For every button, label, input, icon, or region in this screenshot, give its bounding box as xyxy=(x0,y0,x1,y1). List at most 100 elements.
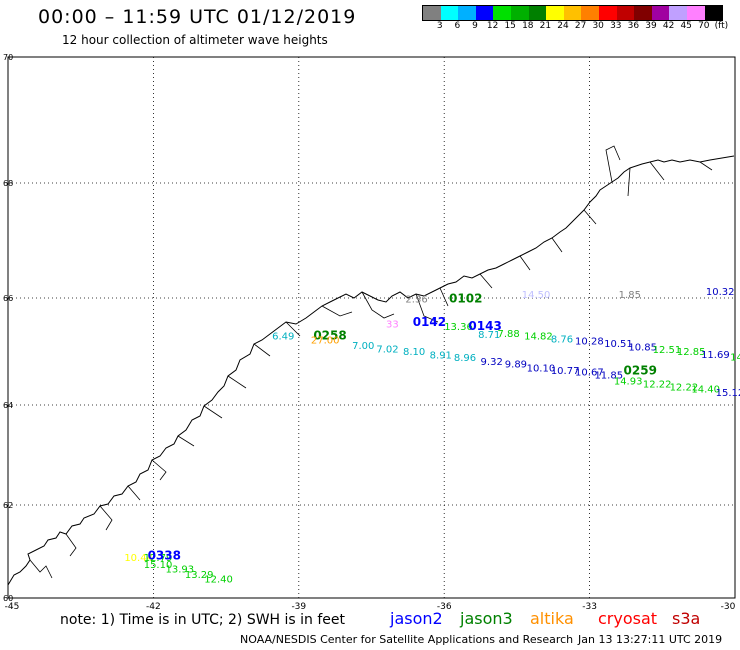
legend-swatch xyxy=(493,6,511,20)
wave-height-value: 9.32 xyxy=(481,357,503,368)
wave-height-value: 10.32 xyxy=(706,287,735,298)
wave-height-value: 12.22 xyxy=(643,379,672,390)
pass-time-label: 0258 xyxy=(313,329,346,343)
legend-label: 6 xyxy=(454,21,461,31)
latitude-label: 60 xyxy=(3,594,13,603)
legend-label: 42 xyxy=(662,21,675,31)
wave-height-value: 11.69 xyxy=(701,350,730,361)
legend-label: 33 xyxy=(610,21,622,31)
wave-height-value: 10.77 xyxy=(551,366,580,377)
wave-height-value: 8.91 xyxy=(430,350,452,361)
legend-swatch xyxy=(581,6,599,20)
map-frame xyxy=(7,56,736,599)
legend-swatch xyxy=(598,6,617,20)
legend-swatch xyxy=(651,6,670,20)
wave-height-value: 1.85 xyxy=(619,290,641,301)
legend-swatch xyxy=(510,6,529,20)
satellite-jason3: jason3 xyxy=(460,609,513,628)
wave-height-value: 13.36 xyxy=(444,322,473,333)
legend-swatch xyxy=(686,6,705,20)
wave-height-value: 12.22 xyxy=(670,383,699,394)
legend-label: 45 xyxy=(680,21,692,31)
wave-height-value: 15.10 xyxy=(144,560,173,571)
wave-height-value: 10.51 xyxy=(604,339,633,350)
satellite-s3a: s3a xyxy=(672,609,701,628)
latitude-label: 68 xyxy=(3,179,13,188)
satellite-jason2: jason2 xyxy=(390,609,443,628)
latitude-label: 64 xyxy=(3,401,13,410)
wave-height-value: 10.44 xyxy=(124,553,153,564)
legend-label: 3 xyxy=(436,21,443,31)
wave-height-value: 11.85 xyxy=(594,370,623,381)
legend-label: 12 xyxy=(486,21,499,31)
wave-height-value: 12.85 xyxy=(677,347,706,358)
wave-height-value: 8.96 xyxy=(454,353,476,364)
legend-swatch xyxy=(528,6,547,20)
legend-label: 39 xyxy=(645,21,657,31)
wave-height-value: 8.71 xyxy=(478,330,500,341)
legend-swatch xyxy=(423,6,441,20)
legend-swatch xyxy=(616,6,635,20)
pass-time-label: 0338 xyxy=(148,548,181,562)
map-subtitle: 12 hour collection of altimeter wave hei… xyxy=(62,33,328,47)
wave-height-value: 9.89 xyxy=(505,360,527,371)
wave-height-value: 14.82 xyxy=(524,332,553,343)
wave-height-value: 12.79 xyxy=(144,553,173,564)
satellite-cryosat: cryosat xyxy=(598,609,658,628)
legend-label: 15 xyxy=(504,21,516,31)
legend-label: 27 xyxy=(574,21,587,31)
legend-label: 21 xyxy=(539,21,552,31)
color-scale-legend xyxy=(422,5,724,21)
wave-height-value: 10.10 xyxy=(527,363,556,374)
legend-swatch xyxy=(704,6,723,20)
legend-label: 70 xyxy=(698,21,710,31)
pass-time-label: 0102 xyxy=(449,291,482,305)
latitude-label: 62 xyxy=(3,501,13,510)
legend-swatch xyxy=(546,6,564,20)
axis-labels: 70 68 66 64 62 60-45 -42 -39 -36 -33 -30 xyxy=(3,53,736,612)
legend-swatch xyxy=(475,6,494,20)
legend-label: 24 xyxy=(557,21,569,31)
wave-height-value: 6.49 xyxy=(272,332,294,343)
wave-height-value: 10.67 xyxy=(575,368,604,379)
pass-time-label: 0259 xyxy=(624,364,657,378)
satellite-altika: altika xyxy=(530,609,574,628)
latitude-label: 70 xyxy=(3,53,13,62)
graticule xyxy=(7,56,736,599)
wave-height-value: 2.36 xyxy=(405,294,427,305)
wave-height-value: 8.10 xyxy=(403,347,425,358)
legend-swatch xyxy=(440,6,459,20)
legend-swatch xyxy=(563,6,582,20)
wave-height-value: 14.93 xyxy=(614,377,643,388)
map-title: 00:00 – 11:59 UTC 01/12/2019 xyxy=(38,6,357,28)
wave-height-value: 12.40 xyxy=(204,575,233,586)
longitude-label: -30 xyxy=(721,602,736,612)
longitude-label: -45 xyxy=(5,602,20,612)
legend-label: 18 xyxy=(522,21,534,31)
legend-swatch xyxy=(669,6,687,20)
wave-height-value: 13.93 xyxy=(166,564,195,575)
legend-swatch xyxy=(458,6,476,20)
legend-swatch xyxy=(634,6,652,20)
wave-height-value: 12.51 xyxy=(653,345,682,356)
pass-time-label: 0142 xyxy=(413,315,446,329)
timestamp: Jan 13 13:27:11 UTC 2019 xyxy=(578,633,723,646)
wave-height-value: 13.29 xyxy=(185,570,214,581)
wave-height-value: 10.28 xyxy=(575,337,604,348)
footnote: note: 1) Time is in UTC; 2) SWH is in fe… xyxy=(60,612,346,628)
credit-line: NOAA/NESDIS Center for Satellite Applica… xyxy=(240,633,574,646)
wave-height-value: 14.16 xyxy=(730,353,740,364)
wave-height-value: 7.00 xyxy=(352,341,374,352)
wave-height-value: 14.40 xyxy=(691,385,720,396)
wave-height-value: 33 xyxy=(386,319,399,330)
legend-label: 30 xyxy=(592,21,604,31)
legend-label: (ft) xyxy=(714,21,729,31)
longitude-label: -39 xyxy=(291,602,306,612)
longitude-label: -33 xyxy=(582,602,597,612)
wave-height-value: 8.76 xyxy=(551,334,573,345)
wave-height-value: 27.00 xyxy=(311,335,340,346)
greenland-coastline-fjords xyxy=(29,145,713,579)
